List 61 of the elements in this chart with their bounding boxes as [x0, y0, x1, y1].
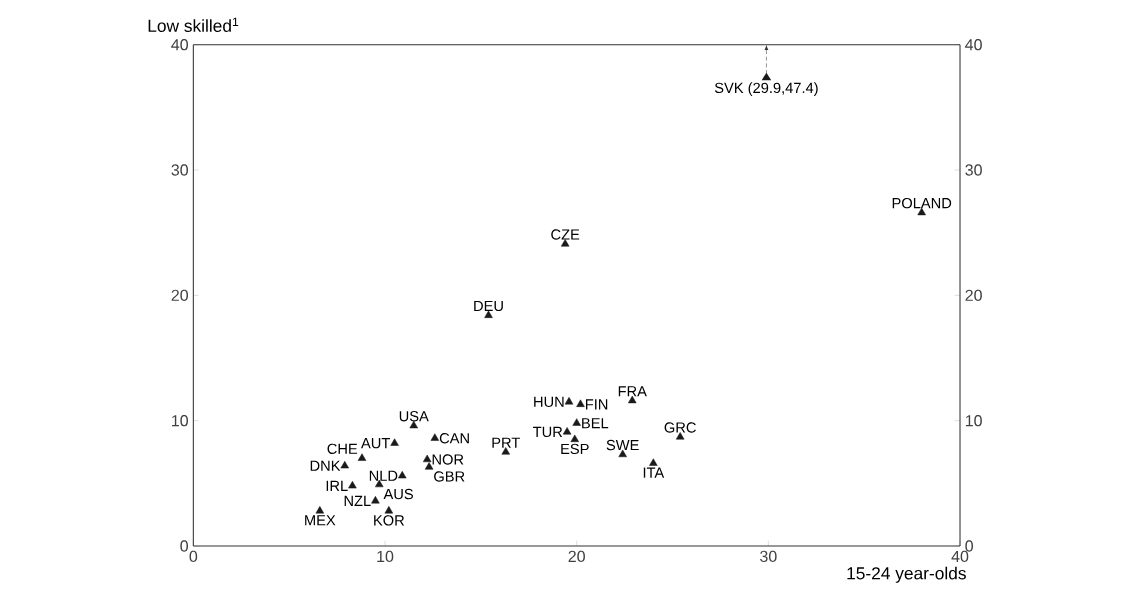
- x-tick-label: 40: [951, 550, 969, 563]
- annotation: SWE: [606, 439, 639, 451]
- annotation: IRL: [326, 480, 348, 491]
- annotation: CHE: [327, 443, 358, 454]
- annotation: CZE: [551, 229, 580, 240]
- annotation: KOR: [374, 515, 405, 526]
- x-tick-label: 0: [189, 550, 198, 563]
- y-axis-title: Low skilled$^{1}$: [148, 17, 239, 32]
- annotation: MEX: [305, 515, 336, 526]
- annotation: DNK: [310, 460, 341, 471]
- point: [564, 397, 574, 405]
- x-axis-title: 15-24 year-olds: [847, 566, 966, 583]
- annotation: FIN: [585, 399, 608, 410]
- annotation: AUS: [383, 488, 413, 500]
- y2-tick-label: 30: [965, 164, 982, 176]
- x-tick-label: 10: [377, 550, 394, 563]
- annotation: NOR: [432, 454, 464, 465]
- point: [315, 506, 325, 514]
- y-tick-label: 0: [180, 540, 189, 552]
- point: [562, 427, 572, 435]
- point: [422, 454, 432, 463]
- y-tick-label: 10: [172, 415, 189, 427]
- annotation: GRC: [664, 422, 696, 433]
- annotation: TUR: [533, 426, 563, 438]
- point: [649, 458, 658, 466]
- point: [576, 399, 585, 407]
- y-tick-label: 30: [171, 164, 189, 176]
- point: [340, 460, 349, 469]
- x-tick-label: 30: [760, 550, 777, 563]
- y2-tick-label: 20: [965, 289, 982, 301]
- y2-tick-label: 0: [965, 540, 974, 552]
- annotation: ITA: [643, 467, 665, 478]
- y-tick-label: 40: [171, 39, 189, 51]
- y-tick-label: 20: [171, 289, 189, 301]
- x-tick-label: 20: [568, 550, 585, 563]
- point: [357, 453, 367, 461]
- annotation: FRA: [618, 386, 647, 397]
- point: [348, 481, 357, 489]
- annotation: CAN: [439, 433, 469, 444]
- annotation: DEU: [474, 300, 503, 312]
- point: [430, 433, 440, 441]
- annotation: GBR: [434, 471, 465, 482]
- point: [390, 438, 399, 446]
- annotation: NZL: [344, 495, 371, 506]
- point: [572, 418, 581, 426]
- annotation: HUN: [534, 396, 564, 407]
- annotation: POLAND: [892, 197, 952, 209]
- y2-tick-label: 40: [965, 39, 982, 51]
- annotation: NLD: [369, 470, 398, 481]
- point: [398, 471, 407, 479]
- annotation: AUT: [361, 438, 390, 449]
- annotation: USA: [399, 411, 429, 422]
- annotation: BEL: [582, 418, 609, 429]
- annotation: PRT: [492, 437, 520, 448]
- annotation: SVK (29.9,47.4): [714, 82, 818, 96]
- point: [424, 462, 434, 470]
- point: [384, 506, 394, 514]
- point: [570, 434, 579, 442]
- annotation: ESP: [561, 443, 589, 455]
- y2-tick-label: 10: [965, 415, 982, 427]
- point: [371, 496, 380, 504]
